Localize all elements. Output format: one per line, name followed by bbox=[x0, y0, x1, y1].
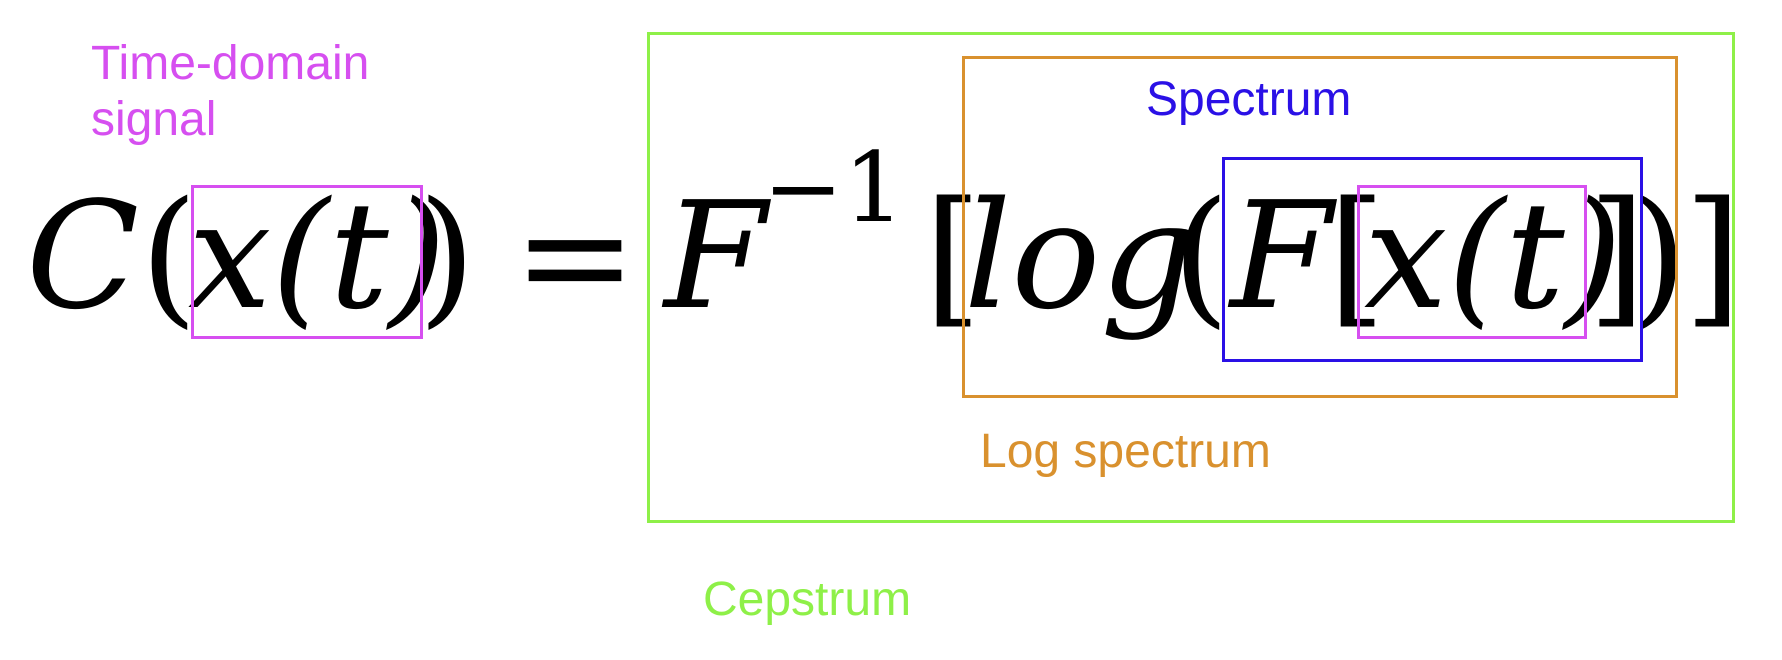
log-spectrum-box bbox=[962, 56, 1678, 398]
cepstrum-label: Cepstrum bbox=[703, 573, 912, 626]
log-spectrum-label: Log spectrum bbox=[980, 425, 1271, 478]
equation-log-open-paren: ( bbox=[1172, 170, 1230, 342]
time-domain-label-line1: Time-domain bbox=[91, 37, 370, 90]
equation-C: C bbox=[26, 170, 140, 342]
equation-inner-open-bracket: [ bbox=[1328, 170, 1386, 342]
equation-open-bracket: [ bbox=[924, 170, 982, 342]
equation-inner-x-of-t: x(t) bbox=[1364, 170, 1623, 342]
equation-F-inverse: F bbox=[664, 170, 767, 342]
equation-x-of-t: x(t) bbox=[188, 170, 447, 342]
time-domain-label: Time-domain signal bbox=[91, 36, 369, 148]
equation-log: log bbox=[964, 170, 1196, 342]
equation-open-paren: ( bbox=[140, 170, 198, 342]
equation-inner-close-bracket: ] bbox=[1588, 170, 1646, 342]
equation-equals: = bbox=[513, 170, 638, 342]
cepstrum-box bbox=[647, 32, 1735, 523]
spectrum-box bbox=[1222, 157, 1643, 362]
inner-time-domain-box bbox=[1357, 185, 1587, 339]
time-domain-box bbox=[191, 185, 423, 339]
equation-close-paren: ) bbox=[418, 170, 476, 342]
equation-F: F bbox=[1230, 170, 1333, 342]
equation-inverse-exponent: −1 bbox=[763, 132, 905, 244]
spectrum-label: Spectrum bbox=[1146, 73, 1352, 126]
time-domain-label-line2: signal bbox=[91, 93, 217, 146]
equation-log-close-paren: ) bbox=[1630, 170, 1688, 342]
